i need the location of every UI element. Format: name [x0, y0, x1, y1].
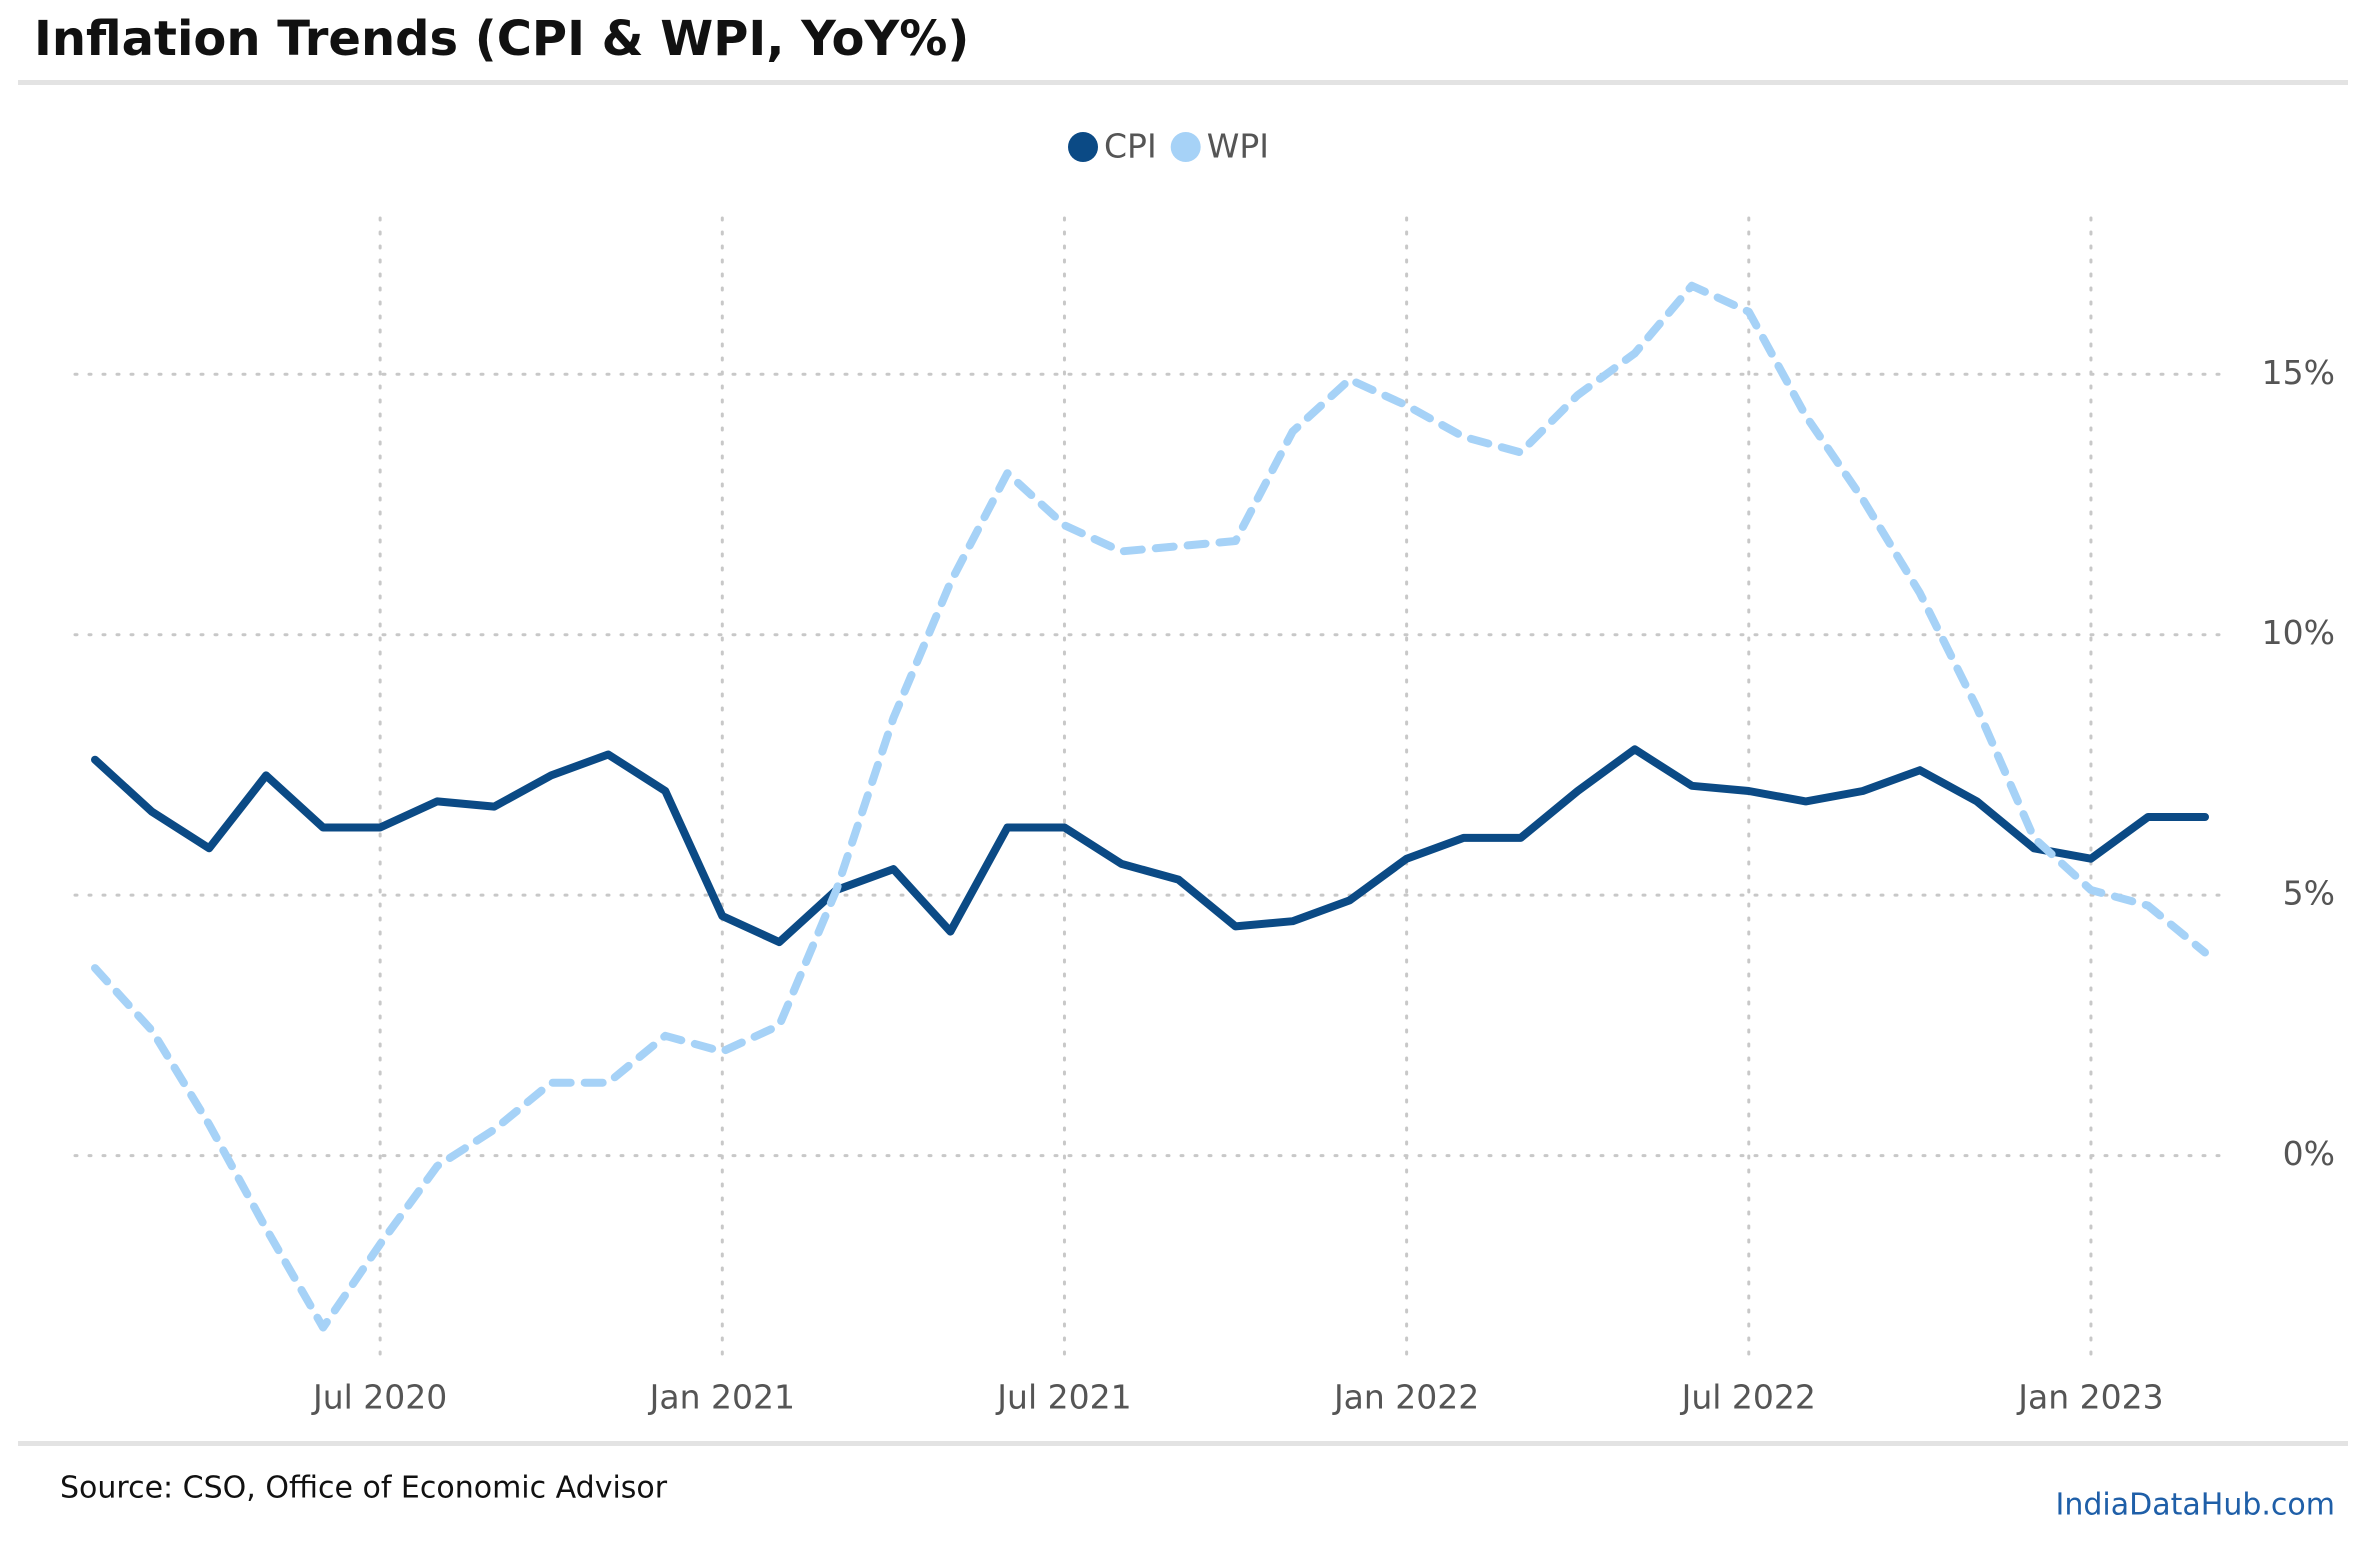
- legend-label: CPI: [1104, 127, 1157, 166]
- header-rule: [18, 80, 2348, 85]
- x-tick-label: Jul 2022: [1680, 1378, 1816, 1417]
- y-tick-label: 15%: [2262, 353, 2335, 392]
- legend-label: WPI: [1207, 127, 1269, 166]
- y-tick-label: 10%: [2262, 613, 2335, 652]
- legend-swatch: [1068, 132, 1098, 162]
- line-cpi: [91, 745, 2209, 947]
- y-tick-label: 5%: [2283, 874, 2335, 913]
- line-wpi: [91, 281, 2209, 1332]
- y-tick-label: 0%: [2283, 1134, 2335, 1173]
- source: Source: CSO, Office of Economic Advisor: [60, 1471, 668, 1506]
- brand: IndiaDataHub.com: [2056, 1488, 2335, 1523]
- x-tick-label: Jan 2023: [2016, 1378, 2163, 1417]
- x-tick-label: Jul 2020: [311, 1378, 447, 1417]
- footer-rule: [18, 1441, 2348, 1446]
- x-tick-label: Jan 2022: [1332, 1378, 1479, 1417]
- legend-swatch: [1170, 132, 1201, 162]
- x-tick-label: Jul 2021: [995, 1378, 1131, 1417]
- chart-title: Inflation Trends (CPI & WPI, YoY%): [34, 11, 969, 67]
- x-tick-label: Jan 2021: [648, 1378, 795, 1417]
